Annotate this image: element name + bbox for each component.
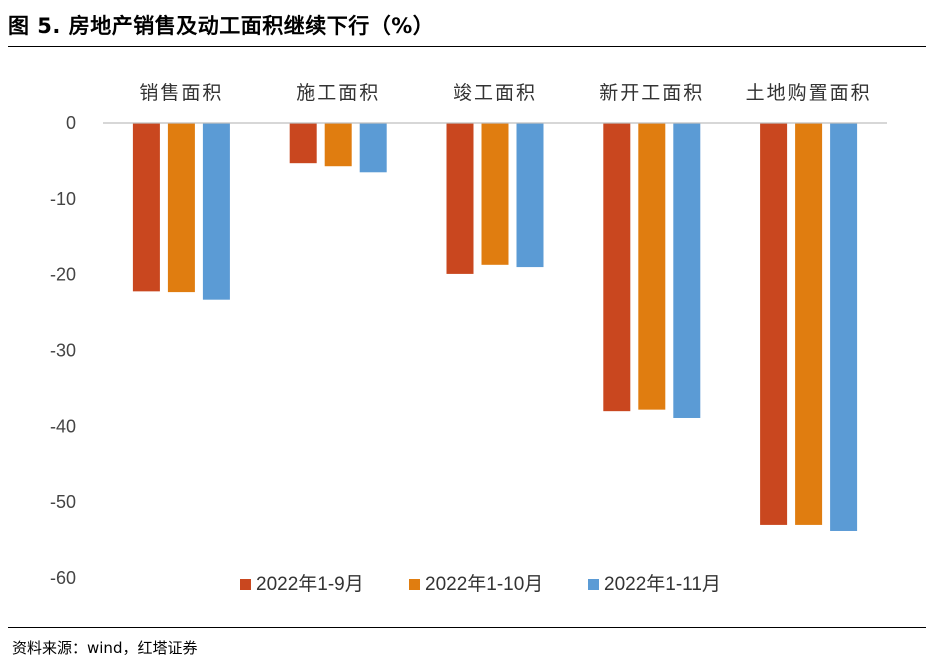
bar-4-series-3 bbox=[673, 123, 701, 418]
y-tick-label: 0 bbox=[66, 113, 76, 133]
y-tick-label: -30 bbox=[50, 341, 76, 361]
y-tick-label: -20 bbox=[50, 265, 76, 285]
legend-swatch bbox=[409, 579, 420, 590]
bar-3-series-2 bbox=[481, 123, 509, 265]
bottom-rule bbox=[8, 627, 926, 628]
category-label: 竣工面积 bbox=[453, 82, 537, 104]
bars bbox=[132, 123, 858, 531]
category-label: 销售面积 bbox=[139, 82, 223, 104]
bar-2-series-3 bbox=[359, 123, 387, 173]
category-labels: 销售面积 施工面积 竣工面积 新开工面积 土地购置面积 bbox=[139, 82, 872, 104]
bar-1-series-2 bbox=[167, 123, 195, 293]
bar-2-series-2 bbox=[324, 123, 352, 167]
legend: 2022年1-9月 2022年1-10月 2022年1-11月 bbox=[240, 573, 721, 595]
legend-swatch bbox=[588, 579, 599, 590]
legend-label: 2022年1-11月 bbox=[604, 573, 721, 595]
figure-title: 图 5. 房地产销售及动工面积继续下行（%） bbox=[8, 14, 435, 38]
bar-5-series-2 bbox=[795, 123, 823, 525]
bar-1-series-1 bbox=[132, 123, 160, 292]
y-tick-label: -50 bbox=[50, 492, 76, 512]
y-tick-label: -40 bbox=[50, 416, 76, 436]
bar-chart: 0 -10 -20 -30 -40 -50 -60 销售面积 施工面积 竣工面积 新开工面积 土地购… bbox=[50, 82, 887, 595]
y-tick-label: -10 bbox=[50, 189, 76, 209]
legend-swatch bbox=[240, 579, 251, 590]
category-label: 施工面积 bbox=[296, 82, 380, 104]
category-label: 新开工面积 bbox=[599, 82, 704, 104]
bar-2-series-1 bbox=[289, 123, 317, 164]
legend-label: 2022年1-10月 bbox=[425, 573, 543, 595]
bar-5-series-3 bbox=[830, 123, 858, 531]
bar-3-series-3 bbox=[516, 123, 544, 268]
y-axis-ticks: 0 -10 -20 -30 -40 -50 -60 bbox=[50, 113, 76, 588]
bar-3-series-1 bbox=[446, 123, 474, 274]
category-label: 土地购置面积 bbox=[746, 82, 872, 104]
bar-4-series-1 bbox=[603, 123, 631, 412]
bar-4-series-2 bbox=[638, 123, 666, 410]
bar-1-series-3 bbox=[202, 123, 230, 300]
legend-label: 2022年1-9月 bbox=[256, 573, 364, 595]
bar-5-series-1 bbox=[760, 123, 788, 525]
title-rule bbox=[8, 46, 926, 47]
source-note: 资料来源：wind，红塔证券 bbox=[12, 639, 198, 657]
y-tick-label: -60 bbox=[50, 568, 76, 588]
